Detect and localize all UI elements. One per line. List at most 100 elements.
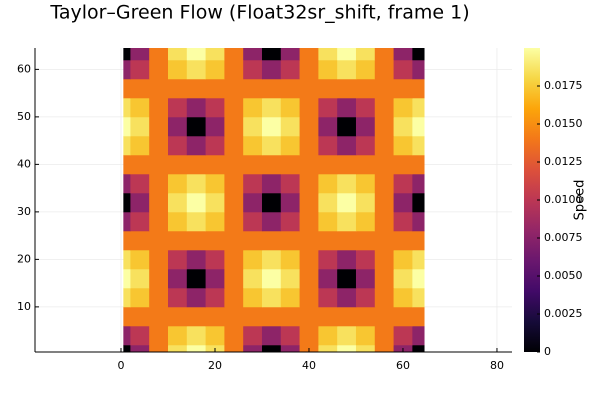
heatmap-cell xyxy=(205,287,225,308)
heatmap-cell xyxy=(186,249,206,270)
heatmap-cell xyxy=(149,59,169,80)
chart-title: Taylor–Green Flow (Float32sr_shift, fram… xyxy=(49,2,469,24)
heatmap-cell xyxy=(393,268,413,289)
heatmap-cell xyxy=(337,59,357,80)
heatmap-cell xyxy=(130,173,150,194)
colorbar-tick-label: 0.0050 xyxy=(544,269,583,282)
heatmap-cell xyxy=(186,230,206,251)
heatmap-cell xyxy=(280,97,300,118)
heatmap-cell xyxy=(130,344,150,353)
heatmap-cell xyxy=(224,192,244,213)
heatmap-cell xyxy=(412,249,425,270)
heatmap-cell xyxy=(355,287,376,308)
heatmap-cell xyxy=(318,48,338,61)
heatmap-cell xyxy=(243,48,263,61)
heatmap-cell xyxy=(243,78,263,99)
heatmap-cell xyxy=(337,48,357,61)
heatmap-cell xyxy=(337,135,357,156)
heatmap-cell xyxy=(412,59,425,80)
heatmap-cell xyxy=(355,154,376,175)
heatmap-cell xyxy=(280,78,300,99)
heatmap-cell xyxy=(280,211,300,232)
heatmap-cell xyxy=(186,78,206,99)
heatmap-cell xyxy=(374,230,394,251)
heatmap-cell xyxy=(186,344,206,353)
heatmap-cell xyxy=(167,325,188,346)
colorbar-label: Speed xyxy=(573,180,588,221)
heatmap-cell xyxy=(299,268,319,289)
heatmap-cell xyxy=(205,249,225,270)
heatmap-cell xyxy=(393,78,413,99)
heatmap-cell xyxy=(412,154,425,175)
heatmap-cell xyxy=(318,154,338,175)
heatmap-cell xyxy=(123,97,131,118)
heatmap-cell xyxy=(123,344,131,353)
heatmap-cell xyxy=(149,97,169,118)
heatmap-cell xyxy=(243,249,263,270)
heatmap-cell xyxy=(261,78,282,99)
heatmap-cell xyxy=(130,268,150,289)
y-tick-label: 60 xyxy=(17,62,31,75)
heatmap-cell xyxy=(130,287,150,308)
heatmap-cell xyxy=(261,59,282,80)
heatmap-cell xyxy=(374,211,394,232)
heatmap-cell xyxy=(205,48,225,61)
heatmap-cell xyxy=(130,59,150,80)
heatmap-cell xyxy=(186,192,206,213)
heatmap-cell xyxy=(280,249,300,270)
heatmap-cell xyxy=(186,97,206,118)
heatmap-cell xyxy=(280,230,300,251)
heatmap-cell xyxy=(318,135,338,156)
heatmap-cell xyxy=(280,344,300,353)
heatmap-cell xyxy=(224,230,244,251)
heatmap-cell xyxy=(337,325,357,346)
heatmap-cell xyxy=(149,249,169,270)
heatmap-cell xyxy=(186,135,206,156)
heatmap-cell xyxy=(167,230,188,251)
heatmap-cell xyxy=(123,306,131,327)
heatmap-cell xyxy=(374,306,394,327)
heatmap-cell xyxy=(167,48,188,61)
heatmap-cell xyxy=(261,249,282,270)
heatmap-cell xyxy=(186,325,206,346)
heatmap-cell xyxy=(393,306,413,327)
heatmap-cell xyxy=(243,211,263,232)
heatmap-cell xyxy=(337,306,357,327)
heatmap-cell xyxy=(167,116,188,137)
heatmap-cell xyxy=(186,59,206,80)
heatmap-cell xyxy=(337,211,357,232)
heatmap-cell xyxy=(149,344,169,353)
heatmap-cell xyxy=(149,154,169,175)
heatmap-cell xyxy=(355,78,376,99)
heatmap-cell xyxy=(393,192,413,213)
heatmap-cell xyxy=(261,135,282,156)
heatmap-cell xyxy=(224,287,244,308)
heatmap-cell xyxy=(318,249,338,270)
heatmap-cell xyxy=(412,192,425,213)
heatmap-cell xyxy=(393,211,413,232)
heatmap-cell xyxy=(167,344,188,353)
heatmap-cell xyxy=(243,97,263,118)
heatmap-cell xyxy=(355,268,376,289)
heatmap-cell xyxy=(243,230,263,251)
x-tick-label: 0 xyxy=(118,359,125,372)
heatmap-cell xyxy=(130,325,150,346)
heatmap-cell xyxy=(149,230,169,251)
y-tick-label: 30 xyxy=(17,205,31,218)
heatmap-cell xyxy=(412,173,425,194)
heatmap-cell xyxy=(123,230,131,251)
heatmap-cell xyxy=(374,192,394,213)
heatmap-cell xyxy=(167,78,188,99)
heatmap-cell xyxy=(318,116,338,137)
heatmap-cell xyxy=(130,192,150,213)
heatmap-cell xyxy=(318,230,338,251)
heatmap-cell xyxy=(186,116,206,137)
heatmap-cell xyxy=(224,173,244,194)
heatmap-cell xyxy=(167,211,188,232)
x-tick-label: 20 xyxy=(208,359,222,372)
heatmap-cell xyxy=(167,173,188,194)
heatmap-cell xyxy=(355,192,376,213)
x-tick-label: 60 xyxy=(396,359,410,372)
heatmap-cell xyxy=(243,192,263,213)
heatmap-cell xyxy=(280,173,300,194)
